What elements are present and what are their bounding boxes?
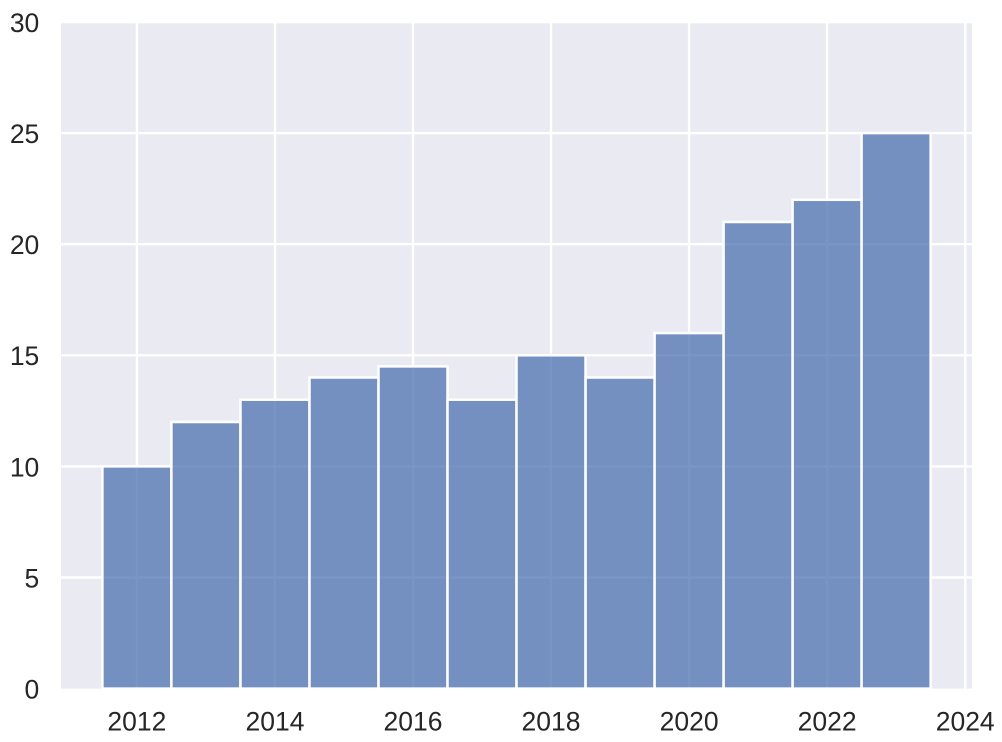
- svg-text:2020: 2020: [660, 706, 719, 736]
- svg-text:5: 5: [25, 563, 40, 593]
- svg-text:30: 30: [10, 8, 39, 38]
- svg-text:15: 15: [10, 341, 39, 371]
- svg-text:2012: 2012: [107, 706, 166, 736]
- svg-text:2018: 2018: [522, 706, 581, 736]
- svg-text:20: 20: [10, 230, 39, 260]
- svg-text:2022: 2022: [798, 706, 857, 736]
- svg-text:2014: 2014: [246, 706, 305, 736]
- svg-text:2016: 2016: [384, 706, 443, 736]
- svg-text:0: 0: [25, 675, 40, 705]
- svg-text:25: 25: [10, 119, 39, 149]
- svg-text:2024: 2024: [936, 706, 995, 736]
- svg-text:10: 10: [10, 452, 39, 482]
